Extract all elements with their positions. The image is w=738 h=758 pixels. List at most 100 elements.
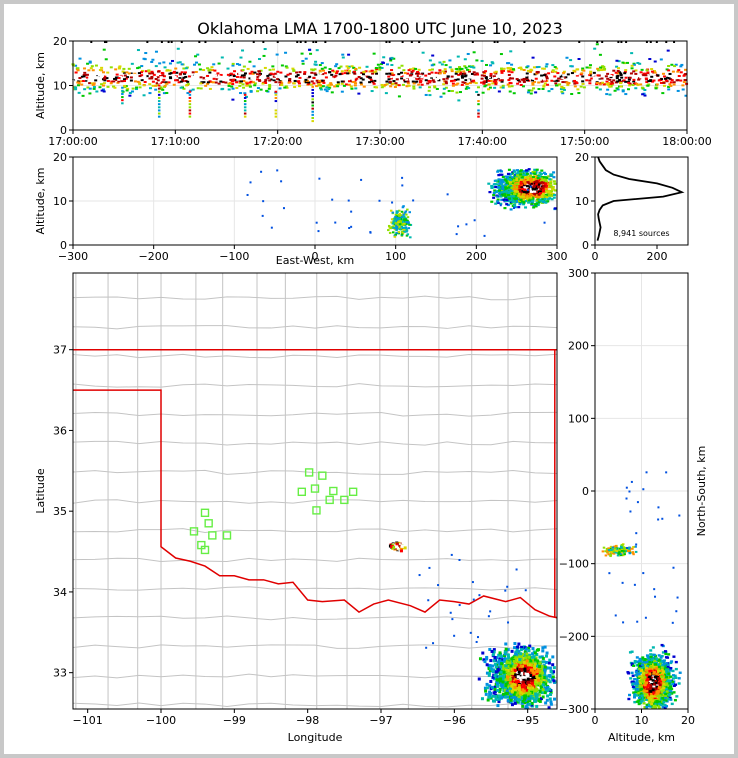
source-point — [640, 68, 644, 71]
source-point — [476, 636, 479, 639]
lma-station-marker — [200, 508, 210, 517]
source-point — [122, 67, 126, 70]
source-point — [545, 698, 549, 702]
source-point — [547, 661, 551, 665]
source-point — [102, 48, 106, 51]
source-point — [400, 64, 404, 67]
source-point — [513, 701, 517, 705]
source-point — [544, 172, 548, 176]
source-point — [525, 72, 529, 75]
source-point — [279, 71, 283, 74]
source-point — [242, 86, 246, 89]
figure-title: Oklahoma LMA 1700-1800 UTC June 10, 2023 — [197, 19, 563, 38]
source-point — [500, 676, 504, 680]
source-point — [372, 71, 376, 74]
x-tick-label: −100 — [146, 714, 176, 727]
source-point — [244, 95, 248, 98]
source-point — [136, 49, 140, 52]
source-point — [489, 659, 493, 663]
source-point — [274, 93, 278, 96]
source-point — [525, 692, 529, 696]
source-point — [547, 678, 551, 682]
source-point — [515, 73, 519, 76]
source-point — [388, 41, 391, 43]
source-point — [504, 650, 508, 654]
source-point — [527, 199, 531, 202]
source-point — [400, 544, 404, 548]
source-point — [617, 60, 621, 63]
source-point — [511, 188, 515, 191]
source-point — [97, 74, 101, 77]
source-point — [88, 61, 92, 64]
source-point — [524, 656, 528, 660]
source-point — [432, 76, 436, 79]
source-point — [531, 197, 535, 200]
source-point — [125, 76, 129, 79]
source-point — [506, 668, 510, 672]
source-point — [162, 92, 166, 95]
source-point — [188, 93, 192, 96]
source-point — [508, 691, 512, 695]
source-point — [150, 75, 154, 78]
source-point — [161, 74, 165, 77]
source-point — [74, 86, 78, 89]
source-point — [130, 90, 134, 93]
source-point — [94, 79, 98, 82]
source-point — [543, 195, 547, 198]
source-point — [541, 688, 545, 692]
source-point — [616, 80, 620, 83]
source-point — [362, 76, 366, 79]
source-point — [359, 81, 363, 84]
source-point — [499, 665, 503, 669]
source-point — [518, 695, 522, 699]
source-point — [157, 87, 161, 90]
source-point — [192, 79, 196, 82]
source-point — [521, 193, 525, 196]
source-point — [505, 660, 509, 664]
source-point — [390, 56, 394, 59]
source-point — [493, 687, 497, 691]
source-point — [529, 668, 533, 672]
source-point — [331, 69, 335, 72]
source-point — [121, 92, 124, 95]
source-point — [220, 56, 224, 59]
source-point — [650, 70, 654, 73]
source-point — [551, 64, 555, 67]
source-point — [354, 78, 358, 81]
source-point — [515, 183, 519, 186]
source-point — [480, 59, 484, 62]
source-point — [537, 699, 541, 703]
source-point — [498, 687, 502, 691]
source-point — [504, 196, 508, 199]
source-point — [485, 655, 489, 659]
source-point — [381, 84, 385, 87]
source-point — [305, 75, 309, 78]
source-point — [464, 79, 468, 82]
source-point — [427, 599, 430, 602]
source-point — [250, 77, 254, 80]
source-point — [161, 81, 165, 84]
source-point — [238, 82, 242, 85]
source-point — [527, 184, 531, 187]
source-point — [633, 82, 637, 85]
source-point — [522, 686, 526, 690]
source-point — [465, 223, 468, 226]
source-point — [156, 79, 160, 82]
source-point — [94, 64, 98, 67]
source-point — [644, 77, 648, 80]
source-point — [497, 660, 501, 664]
source-point — [560, 86, 564, 89]
source-point — [593, 47, 597, 50]
source-point — [515, 177, 519, 180]
source-point — [319, 88, 323, 91]
source-point — [395, 78, 399, 81]
source-point — [535, 696, 539, 700]
source-point — [239, 76, 243, 79]
source-point — [186, 92, 190, 95]
source-point — [210, 66, 214, 69]
source-point — [525, 659, 529, 663]
source-point — [76, 81, 80, 84]
source-point — [498, 173, 502, 176]
source-point — [318, 69, 322, 72]
x-tick-label: 18:00:00 — [662, 135, 711, 148]
